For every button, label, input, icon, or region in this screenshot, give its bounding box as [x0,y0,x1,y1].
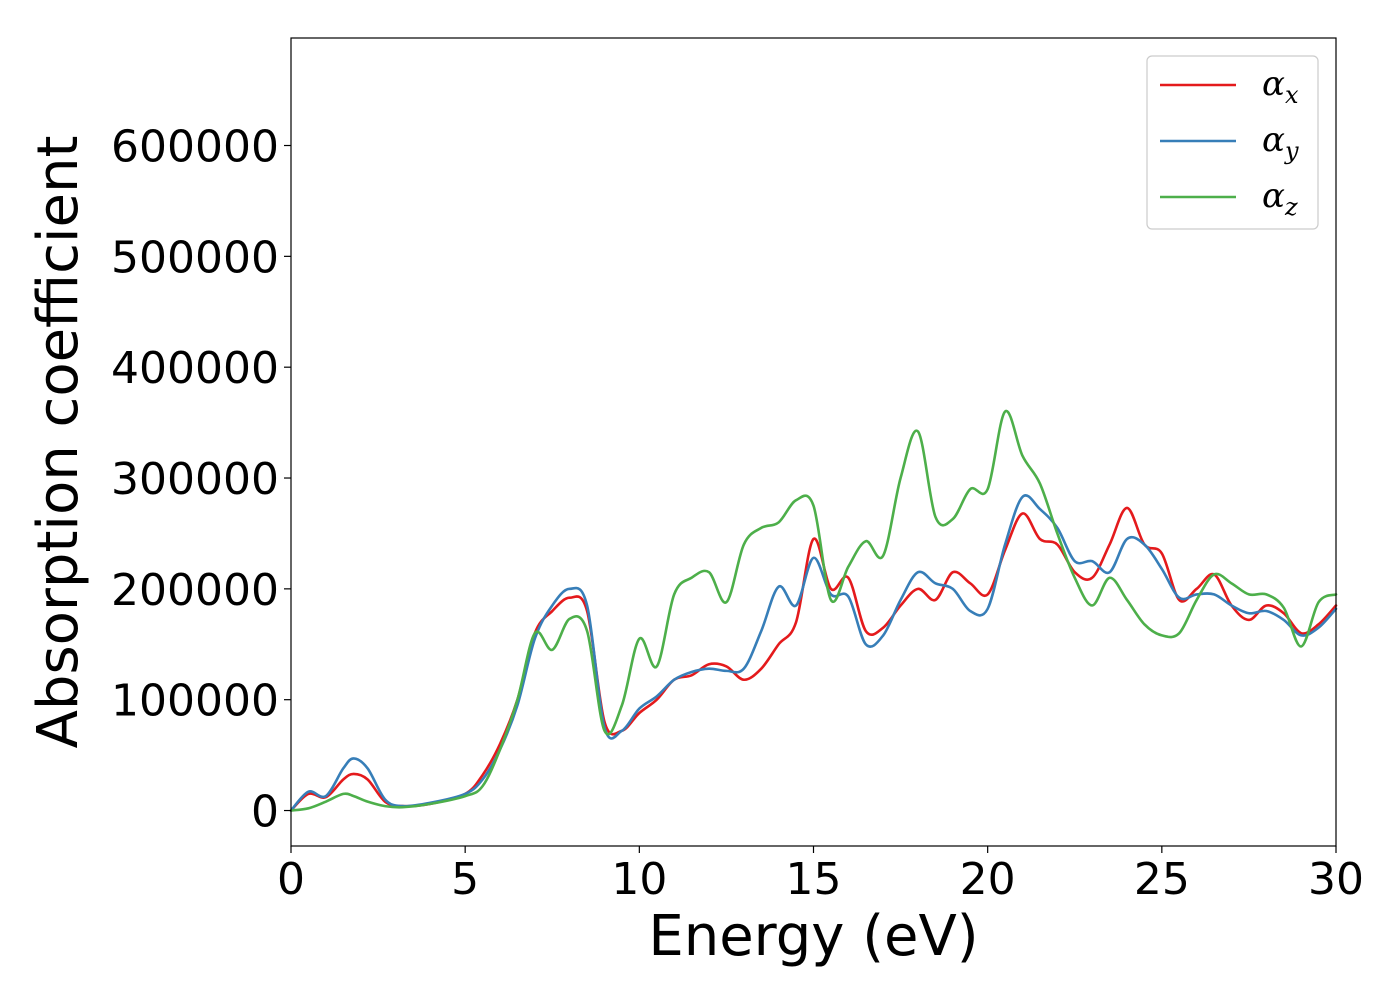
x-tick-label: 25 [1134,854,1190,905]
x-axis-ticks: 0 5 10 15 20 25 30 [277,846,1364,905]
x-tick-label: 10 [611,854,667,905]
legend-box [1146,55,1319,230]
y-tick-label: 600000 [111,122,279,173]
x-tick-label: 20 [960,854,1016,905]
x-tick-label: 15 [786,854,842,905]
legend-label-z: αz [1262,176,1298,221]
y-tick-label: 0 [251,787,279,838]
series-line-y [289,494,1338,812]
x-tick-label: 30 [1308,854,1364,905]
y-axis-label: Absorption coefficient [26,136,91,749]
y-tick-label: 300000 [111,454,279,505]
legend-entries: αx αy αz [1160,64,1299,221]
plot-area: 0 5 10 15 20 25 30 0 100000 200000 300000 400000 50… [111,37,1364,905]
x-tick-label: 5 [451,854,479,905]
y-tick-label: 500000 [111,232,279,283]
legend: αx αy αz [1146,55,1319,230]
legend-label-y: αy [1262,120,1299,165]
y-tick-label: 400000 [111,343,279,394]
x-axis-label: Energy (eV) [648,904,978,969]
y-tick-label: 200000 [111,565,279,616]
series-group [289,410,1338,812]
y-axis-ticks: 0 100000 200000 300000 400000 500000 600000 [111,122,291,838]
series-line-x [289,506,1338,812]
series-line-z [289,410,1338,812]
x-tick-label: 0 [277,854,305,905]
y-tick-label: 100000 [111,676,279,727]
legend-label-x: αx [1262,64,1299,109]
